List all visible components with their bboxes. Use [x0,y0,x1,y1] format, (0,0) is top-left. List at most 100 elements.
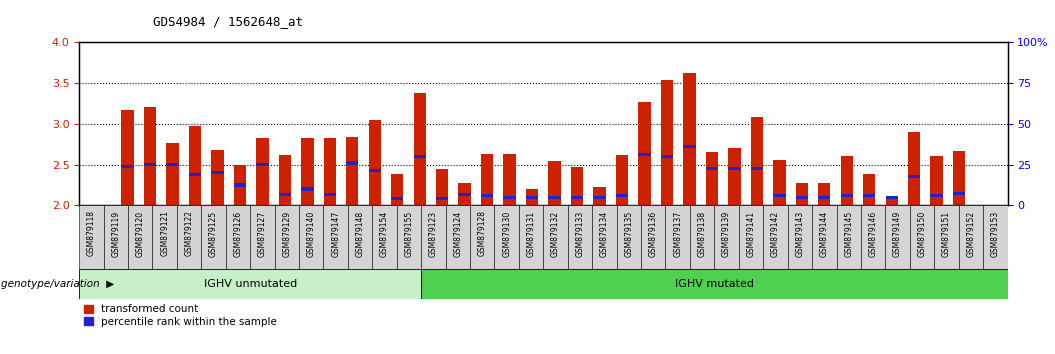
Text: GSM879134: GSM879134 [600,210,609,257]
Bar [818,196,830,199]
Bar [189,173,202,176]
Text: GSM879120: GSM879120 [136,210,145,257]
Text: GSM879124: GSM879124 [454,210,462,257]
Bar [751,167,763,170]
Bar [279,155,291,205]
Text: GSM879146: GSM879146 [868,210,878,257]
Text: GSM879130: GSM879130 [502,210,512,257]
Bar [660,80,673,205]
Text: GSM879145: GSM879145 [844,210,853,257]
Bar [525,196,538,199]
FancyBboxPatch shape [79,205,103,269]
Text: GSM879122: GSM879122 [185,210,193,256]
FancyBboxPatch shape [861,205,885,269]
Bar [616,155,628,205]
Bar [436,169,448,205]
Bar [728,167,741,170]
FancyBboxPatch shape [959,205,983,269]
FancyBboxPatch shape [471,205,495,269]
Text: GSM879127: GSM879127 [257,210,267,257]
Bar [279,193,291,196]
Text: GDS4984 / 1562648_at: GDS4984 / 1562648_at [153,15,303,28]
Bar [167,143,178,205]
Bar [346,137,359,205]
Bar [841,156,852,205]
Bar [324,193,335,196]
FancyBboxPatch shape [152,205,177,269]
Text: GSM879126: GSM879126 [233,210,243,257]
Text: GSM879123: GSM879123 [429,210,438,257]
Text: GSM879135: GSM879135 [625,210,633,257]
Bar [121,165,134,168]
FancyBboxPatch shape [495,205,519,269]
FancyBboxPatch shape [690,205,714,269]
Text: GSM879143: GSM879143 [795,210,804,257]
Bar [638,102,651,205]
Text: GSM879138: GSM879138 [697,210,707,257]
Bar [706,152,718,205]
Bar [931,194,943,197]
Bar [684,73,695,205]
Text: GSM879141: GSM879141 [747,210,755,257]
FancyBboxPatch shape [909,205,935,269]
Text: IGHV unmutated: IGHV unmutated [204,279,296,289]
FancyBboxPatch shape [592,205,616,269]
Text: GSM879129: GSM879129 [283,210,291,257]
Text: GSM879137: GSM879137 [673,210,683,257]
Bar [459,183,471,205]
FancyBboxPatch shape [372,205,397,269]
FancyBboxPatch shape [788,205,812,269]
Bar [368,120,381,205]
Text: GSM879151: GSM879151 [942,210,951,257]
FancyBboxPatch shape [935,205,959,269]
Bar [593,196,606,199]
Legend: transformed count, percentile rank within the sample: transformed count, percentile rank withi… [84,304,276,327]
FancyBboxPatch shape [250,205,274,269]
FancyBboxPatch shape [738,205,763,269]
FancyBboxPatch shape [616,205,641,269]
Text: GSM879128: GSM879128 [478,210,486,256]
Text: GSM879136: GSM879136 [649,210,657,257]
FancyBboxPatch shape [885,205,909,269]
Bar [931,156,943,205]
Bar [616,194,628,197]
Bar [885,197,898,205]
Text: genotype/variation  ▶: genotype/variation ▶ [1,279,114,289]
Text: GSM879139: GSM879139 [722,210,731,257]
Bar [571,167,583,205]
Text: GSM879155: GSM879155 [404,210,414,257]
Text: GSM879142: GSM879142 [771,210,780,257]
Text: GSM879119: GSM879119 [111,210,120,257]
Text: GSM879132: GSM879132 [551,210,560,257]
Bar [503,196,516,199]
Bar [414,155,426,158]
Text: GSM879144: GSM879144 [820,210,829,257]
FancyBboxPatch shape [274,205,299,269]
Text: GSM879121: GSM879121 [160,210,169,256]
Bar [549,196,561,199]
Bar [234,183,246,187]
Bar [751,118,763,205]
Bar [391,197,403,200]
Text: GSM879147: GSM879147 [331,210,340,257]
Bar [863,175,876,205]
Text: GSM879118: GSM879118 [87,210,96,256]
Bar [503,154,516,205]
FancyBboxPatch shape [226,205,250,269]
FancyBboxPatch shape [543,205,568,269]
Bar [368,169,381,172]
FancyBboxPatch shape [103,205,128,269]
Bar [593,187,606,205]
FancyBboxPatch shape [202,205,226,269]
Bar [211,150,224,205]
Bar [525,189,538,205]
Bar [638,153,651,156]
Bar [167,163,178,166]
Bar [953,151,965,205]
Bar [459,193,471,196]
FancyBboxPatch shape [177,205,202,269]
Bar [234,165,246,205]
Bar [324,138,335,205]
FancyBboxPatch shape [128,205,152,269]
FancyBboxPatch shape [837,205,861,269]
